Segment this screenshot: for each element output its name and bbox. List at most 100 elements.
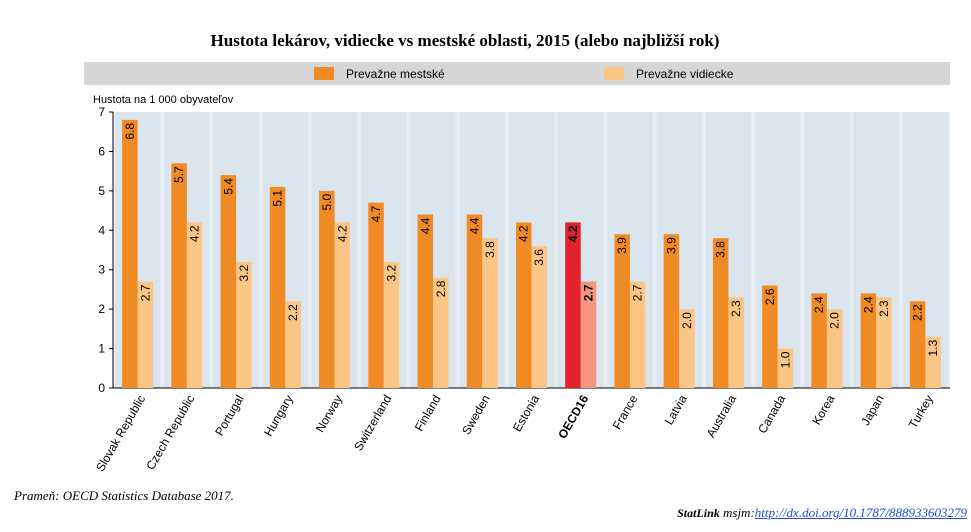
data-label: 3.8 — [483, 241, 497, 258]
data-label: 5.0 — [320, 194, 334, 211]
legend-label-urban: Prevažne mestské — [346, 66, 445, 81]
bar-rural — [728, 297, 744, 388]
x-tick-label: Portugal — [212, 393, 246, 439]
bar-urban — [811, 293, 827, 388]
bar-rural — [580, 281, 597, 388]
x-tick-label: Czech Republic — [143, 393, 197, 473]
data-label: 4.4 — [468, 217, 482, 234]
data-label: 2.0 — [828, 312, 842, 329]
bar-rural — [531, 246, 547, 388]
data-label: 1.0 — [778, 351, 792, 368]
bar-urban — [368, 202, 384, 388]
data-label: 4.2 — [188, 225, 202, 242]
bar-rural — [876, 297, 892, 388]
y-tick-label: 2 — [98, 302, 105, 316]
data-label: 4.2 — [335, 225, 349, 242]
data-label: 4.2 — [517, 225, 531, 242]
x-tick-label: Turkey — [906, 393, 936, 431]
data-label: 2.2 — [911, 304, 925, 321]
x-tick-label: Norway — [313, 393, 345, 435]
data-label: 2.7 — [581, 284, 595, 301]
data-label: 2.0 — [680, 312, 694, 329]
bar-rural — [679, 309, 695, 388]
bar-urban — [122, 119, 138, 388]
x-tick-label: OECD16 — [555, 392, 591, 441]
data-label: 5.7 — [172, 166, 186, 183]
bar-urban — [220, 175, 237, 388]
bar-urban — [860, 293, 877, 388]
x-tick-label: Korea — [809, 392, 837, 427]
bar-rural — [629, 281, 646, 388]
bar-rural — [236, 261, 252, 388]
y-tick-label: 1 — [98, 342, 105, 356]
bar-rural — [777, 348, 794, 388]
y-tick-label: 4 — [98, 223, 105, 237]
bar-rural — [137, 281, 154, 388]
legend-label-rural: Prevažne vidiecke — [636, 66, 734, 81]
y-tick-label: 7 — [98, 105, 105, 119]
bar-urban — [762, 285, 778, 388]
data-label: 4.2 — [566, 225, 580, 242]
bar-rural — [186, 222, 203, 388]
data-label: 3.6 — [532, 249, 546, 266]
bar-urban — [269, 186, 286, 388]
x-tick-label: Hungary — [261, 393, 296, 439]
x-tick-label: Finland — [412, 393, 444, 434]
legend-swatch-urban — [314, 67, 334, 80]
y-tick-label: 5 — [98, 184, 105, 198]
statlink-brand: StatLink — [677, 506, 720, 520]
x-tick-label: Canada — [755, 392, 788, 436]
source-note: Prameň: OECD Statistics Database 2017. — [14, 488, 234, 503]
y-tick-label: 0 — [98, 381, 105, 395]
data-label: 6.8 — [123, 123, 137, 140]
x-tick-label: Japan — [858, 393, 886, 428]
bar-rural — [383, 261, 400, 388]
category-band — [755, 112, 801, 388]
bar-urban — [663, 234, 680, 388]
x-tick-label: France — [610, 392, 641, 432]
legend-swatch-rural — [604, 67, 624, 80]
bar-urban — [909, 301, 926, 388]
bar-urban — [614, 234, 630, 388]
legend-item-rural: Prevažne vidiecke — [604, 62, 733, 85]
x-tick-label: Latvia — [662, 392, 690, 427]
bar-urban — [319, 190, 335, 388]
statlink-url-link[interactable]: http://dx.doi.org/10.1787/888933603279 — [754, 505, 967, 520]
data-label: 3.9 — [664, 237, 678, 254]
data-label: 2.7 — [138, 284, 152, 301]
bar-chart: 0 1 2 3 4 5 6 7 6.8 2.7 Slovak Republic 5.7 4.2 Czech… — [93, 105, 950, 475]
x-tick-label: Estonia — [510, 392, 542, 434]
y-axis-label: Hustota na 1 000 obyvateľov — [93, 94, 234, 106]
legend: Prevažne mestské Prevažne vidiecke — [84, 62, 950, 85]
bar-urban — [516, 222, 532, 388]
y-tick-label: 6 — [98, 144, 105, 158]
data-label: 3.9 — [615, 237, 629, 254]
data-label: 2.8 — [434, 280, 448, 297]
x-tick-label: Slovak Republic — [93, 393, 148, 475]
statlink-word: msjm: — [723, 505, 755, 520]
bar-urban — [171, 163, 187, 388]
bar-rural — [433, 277, 449, 388]
bar-urban — [417, 214, 434, 388]
legend-item-urban: Prevažne mestské — [314, 62, 445, 85]
data-label: 2.6 — [763, 288, 777, 305]
data-label: 2.4 — [812, 296, 826, 313]
bar-urban — [712, 238, 729, 388]
x-tick-label: Australia — [704, 392, 740, 440]
y-tick-label: 3 — [98, 263, 105, 277]
bar-urban — [565, 222, 581, 388]
chart-title: Hustota lekárov, vidiecke vs mestské obl… — [210, 31, 720, 50]
data-label: 2.3 — [877, 300, 891, 317]
x-tick-label: Switzerland — [351, 393, 394, 454]
data-label: 2.4 — [861, 296, 875, 313]
bar-rural — [925, 336, 941, 388]
x-tick-label: Sweden — [459, 393, 493, 438]
bar-rural — [334, 222, 351, 388]
bar-urban — [466, 214, 483, 388]
data-label: 2.7 — [631, 284, 645, 301]
statlink: StatLink msjm:http://dx.doi.org/10.1787/… — [677, 505, 967, 521]
data-label: 5.4 — [221, 178, 235, 195]
bar-rural — [482, 238, 498, 388]
data-label: 1.3 — [926, 339, 940, 356]
bar-rural — [826, 309, 843, 388]
